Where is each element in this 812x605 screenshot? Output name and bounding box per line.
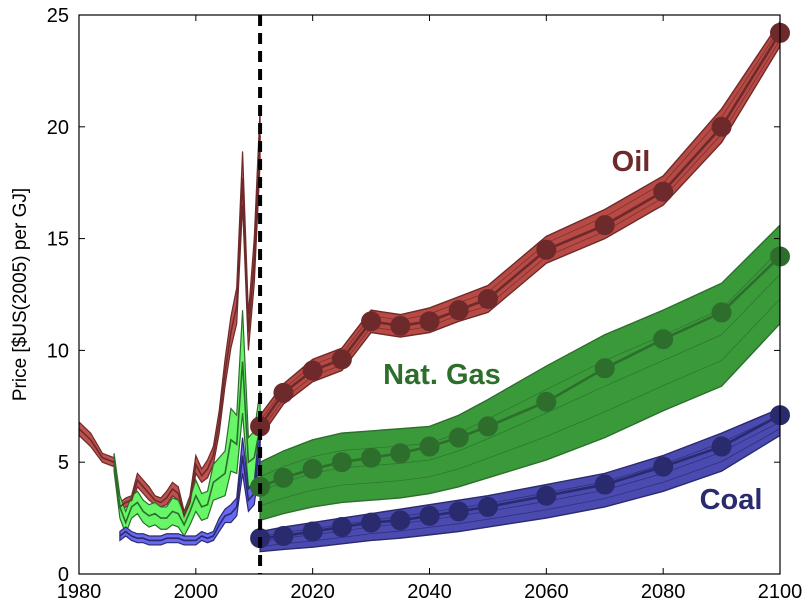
y-tick-label-20: 20	[47, 117, 69, 139]
coal-marker-2080	[653, 456, 674, 477]
oil-marker-2020	[302, 360, 323, 381]
oil-marker-2080	[653, 181, 674, 202]
coal-marker-2060	[536, 485, 557, 506]
coal-marker-2070	[594, 474, 615, 495]
nat-gas-series-label: Nat. Gas	[383, 359, 501, 391]
coal-marker-2025	[331, 517, 352, 538]
oil-marker-2040	[419, 311, 440, 332]
nat-gas-ensemble-line-1	[259, 298, 780, 507]
coal-marker-2040	[419, 505, 440, 526]
x-tick-label-2060: 2060	[524, 581, 569, 603]
coal-series-label: Coal	[700, 484, 763, 516]
y-tick-label-15: 15	[47, 229, 69, 251]
x-tick-label-2080: 2080	[641, 581, 686, 603]
nat-gas-marker-2070	[594, 358, 615, 379]
oil-projection-band	[259, 20, 780, 440]
coal-marker-2015	[273, 525, 294, 546]
coal-marker-2045	[448, 501, 469, 522]
oil-marker-2090	[711, 116, 732, 137]
x-tick-label-2000: 2000	[174, 581, 219, 603]
series-markers	[250, 22, 790, 549]
y-tick-label-0: 0	[58, 564, 69, 586]
nat-gas-marker-2080	[653, 329, 674, 350]
coal-ensemble-line-1	[260, 428, 780, 548]
y-tick-label-10: 10	[47, 340, 69, 362]
x-tick-label-2020: 2020	[290, 581, 335, 603]
nat-gas-marker-2035	[390, 443, 411, 464]
oil-marker-2070	[594, 215, 615, 236]
nat-gas-marker-2025	[331, 452, 352, 473]
oil-marker-2025	[331, 349, 352, 370]
x-tick-label-1980: 1980	[57, 581, 102, 603]
coal-historical-band	[119, 419, 261, 546]
x-tick-label-2040: 2040	[407, 581, 452, 603]
axis-ticks: 1980 2000 2020 2040 2060 2080 2100 0 5 10 15 20 25	[47, 5, 803, 603]
coal-marker-2090	[711, 436, 732, 457]
oil-marker-2045	[448, 300, 469, 321]
series-labels: Oil Nat. Gas Coal	[383, 146, 762, 516]
nat-gas-marker-2050	[477, 416, 498, 437]
oil-marker-2050	[477, 288, 498, 309]
oil-series-label: Oil	[612, 146, 651, 178]
coal-marker-2035	[390, 510, 411, 531]
coal-marker-2030	[361, 512, 382, 533]
nat-gas-marker-2090	[711, 302, 732, 323]
nat-gas-historical-line	[113, 361, 261, 527]
nat-gas-marker-2040	[419, 436, 440, 457]
oil-marker-2030	[361, 311, 382, 332]
oil-marker-2035	[390, 315, 411, 336]
coal-projection-band	[259, 407, 780, 553]
nat-gas-marker-2030	[361, 447, 382, 468]
y-axis-label: Price [$US(2005) per GJ]	[10, 188, 31, 401]
series-bands	[79, 20, 780, 553]
nat-gas-marker-2015	[273, 467, 294, 488]
oil-marker-2060	[536, 239, 557, 260]
x-tick-label-2100: 2100	[758, 581, 803, 603]
coal-marker-2050	[477, 496, 498, 517]
y-tick-label-5: 5	[58, 452, 69, 474]
oil-marker-2015	[273, 382, 294, 403]
nat-gas-marker-2020	[302, 458, 323, 479]
nat-gas-marker-2060	[536, 391, 557, 412]
y-tick-label-25: 25	[47, 5, 69, 27]
coal-marker-2020	[302, 521, 323, 542]
nat-gas-marker-2045	[448, 427, 469, 448]
oil-historical-line	[79, 135, 261, 519]
coal-historical-line	[119, 439, 261, 542]
